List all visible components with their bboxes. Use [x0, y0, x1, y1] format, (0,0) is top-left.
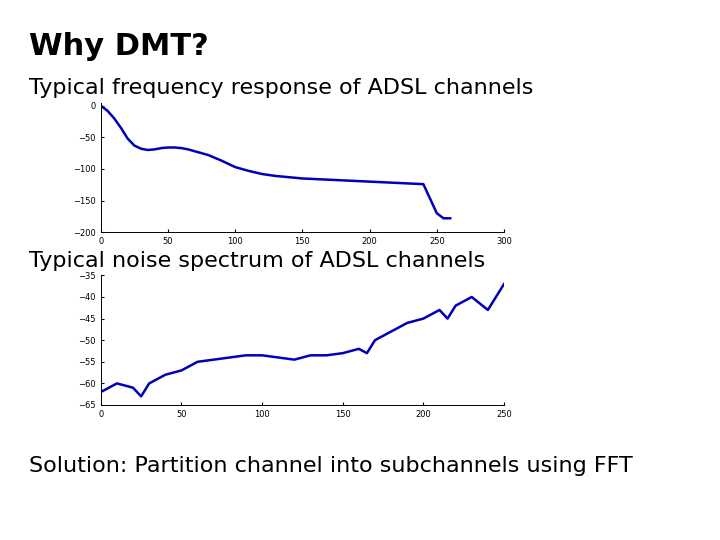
Text: Solution: Partition channel into subchannels using FFT: Solution: Partition channel into subchan…: [29, 456, 633, 476]
Text: Typical frequency response of ADSL channels: Typical frequency response of ADSL chann…: [29, 78, 534, 98]
Text: Why DMT?: Why DMT?: [29, 32, 209, 62]
Text: Typical noise spectrum of ADSL channels: Typical noise spectrum of ADSL channels: [29, 251, 485, 271]
